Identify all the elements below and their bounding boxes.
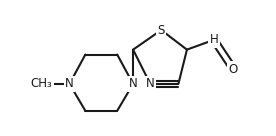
Text: N: N: [129, 77, 137, 90]
Text: O: O: [229, 63, 238, 76]
Text: S: S: [158, 24, 165, 37]
Text: N: N: [146, 77, 155, 90]
Text: N: N: [65, 77, 74, 90]
Text: CH₃: CH₃: [30, 77, 52, 90]
Text: H: H: [209, 33, 218, 46]
